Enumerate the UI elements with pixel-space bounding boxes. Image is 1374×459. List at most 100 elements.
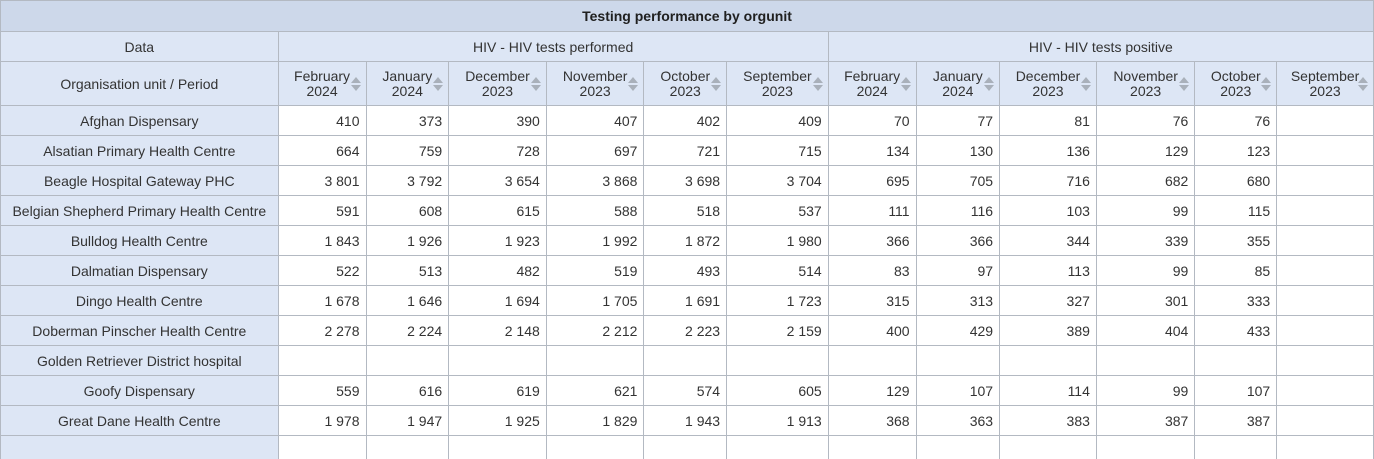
value-cell[interactable]: 608	[365, 195, 450, 226]
value-cell[interactable]: 2 159	[726, 315, 829, 346]
value-cell[interactable]: 1 926	[365, 225, 450, 256]
value-cell[interactable]: 721	[643, 135, 728, 166]
value-cell[interactable]: 70	[827, 105, 917, 136]
value-cell[interactable]	[915, 435, 1001, 459]
value-cell[interactable]: 1 678	[277, 285, 367, 316]
period-header[interactable]: January 2024	[915, 61, 1001, 106]
value-cell[interactable]	[915, 345, 1001, 376]
value-cell[interactable]: 3 868	[545, 165, 645, 196]
value-cell[interactable]: 1 705	[545, 285, 645, 316]
value-cell[interactable]: 402	[643, 105, 728, 136]
value-cell[interactable]: 2 278	[277, 315, 367, 346]
value-cell[interactable]: 327	[999, 285, 1097, 316]
value-cell[interactable]: 400	[827, 315, 917, 346]
value-cell[interactable]: 574	[643, 375, 728, 406]
value-cell[interactable]	[545, 345, 645, 376]
value-cell[interactable]: 1 947	[365, 405, 450, 436]
value-cell[interactable]	[277, 435, 367, 459]
value-cell[interactable]: 537	[726, 195, 829, 226]
sort-icon[interactable]	[628, 76, 639, 92]
period-header[interactable]: January 2024	[365, 61, 450, 106]
value-cell[interactable]: 107	[1194, 375, 1278, 406]
value-cell[interactable]: 85	[1194, 255, 1278, 286]
sort-icon[interactable]	[1080, 76, 1091, 92]
value-cell[interactable]	[1276, 225, 1374, 256]
period-header[interactable]: October 2023	[643, 61, 728, 106]
value-cell[interactable]: 333	[1194, 285, 1278, 316]
value-cell[interactable]	[1276, 255, 1374, 286]
value-cell[interactable]: 389	[999, 315, 1097, 346]
value-cell[interactable]: 493	[643, 255, 728, 286]
value-cell[interactable]: 97	[915, 255, 1001, 286]
value-cell[interactable]: 2 212	[545, 315, 645, 346]
value-cell[interactable]: 107	[915, 375, 1001, 406]
value-cell[interactable]: 3 801	[277, 165, 367, 196]
sort-icon[interactable]	[711, 76, 722, 92]
value-cell[interactable]: 114	[999, 375, 1097, 406]
period-header[interactable]: February 2024	[277, 61, 367, 106]
value-cell[interactable]	[1276, 315, 1374, 346]
period-header[interactable]: October 2023	[1194, 61, 1278, 106]
value-cell[interactable]: 1 646	[365, 285, 450, 316]
value-cell[interactable]: 1 694	[448, 285, 547, 316]
value-cell[interactable]	[827, 345, 917, 376]
value-cell[interactable]	[545, 435, 645, 459]
value-cell[interactable]: 605	[726, 375, 829, 406]
value-cell[interactable]: 113	[999, 255, 1097, 286]
value-cell[interactable]: 3 654	[448, 165, 547, 196]
value-cell[interactable]	[1194, 345, 1278, 376]
sort-icon[interactable]	[1179, 76, 1190, 92]
value-cell[interactable]: 513	[365, 255, 450, 286]
value-cell[interactable]	[726, 345, 829, 376]
value-cell[interactable]: 1 872	[643, 225, 728, 256]
value-cell[interactable]: 664	[277, 135, 367, 166]
value-cell[interactable]: 313	[915, 285, 1001, 316]
value-cell[interactable]	[277, 345, 367, 376]
period-header[interactable]: November 2023	[1095, 61, 1196, 106]
value-cell[interactable]: 715	[726, 135, 829, 166]
value-cell[interactable]: 315	[827, 285, 917, 316]
value-cell[interactable]	[1276, 405, 1374, 436]
value-cell[interactable]: 404	[1095, 315, 1196, 346]
value-cell[interactable]: 111	[827, 195, 917, 226]
value-cell[interactable]: 99	[1095, 255, 1196, 286]
value-cell[interactable]: 429	[915, 315, 1001, 346]
value-cell[interactable]: 616	[365, 375, 450, 406]
value-cell[interactable]: 1 913	[726, 405, 829, 436]
value-cell[interactable]: 1 925	[448, 405, 547, 436]
value-cell[interactable]: 3 698	[643, 165, 728, 196]
value-cell[interactable]: 363	[915, 405, 1001, 436]
value-cell[interactable]: 2 223	[643, 315, 728, 346]
value-cell[interactable]: 409	[726, 105, 829, 136]
value-cell[interactable]: 1 723	[726, 285, 829, 316]
value-cell[interactable]: 76	[1194, 105, 1278, 136]
sort-icon[interactable]	[530, 76, 541, 92]
value-cell[interactable]: 1 829	[545, 405, 645, 436]
value-cell[interactable]: 522	[277, 255, 367, 286]
value-cell[interactable]	[365, 435, 450, 459]
value-cell[interactable]: 390	[448, 105, 547, 136]
value-cell[interactable]: 716	[999, 165, 1097, 196]
value-cell[interactable]	[726, 435, 829, 459]
value-cell[interactable]: 619	[448, 375, 547, 406]
period-header[interactable]: December 2023	[448, 61, 547, 106]
value-cell[interactable]: 2 148	[448, 315, 547, 346]
value-cell[interactable]: 344	[999, 225, 1097, 256]
value-cell[interactable]: 1 923	[448, 225, 547, 256]
value-cell[interactable]: 387	[1194, 405, 1278, 436]
value-cell[interactable]: 136	[999, 135, 1097, 166]
value-cell[interactable]: 3 704	[726, 165, 829, 196]
value-cell[interactable]: 301	[1095, 285, 1196, 316]
value-cell[interactable]	[643, 345, 728, 376]
value-cell[interactable]: 1 843	[277, 225, 367, 256]
value-cell[interactable]	[1095, 345, 1196, 376]
value-cell[interactable]: 134	[827, 135, 917, 166]
value-cell[interactable]: 682	[1095, 165, 1196, 196]
value-cell[interactable]: 759	[365, 135, 450, 166]
value-cell[interactable]	[1276, 285, 1374, 316]
value-cell[interactable]: 1 992	[545, 225, 645, 256]
value-cell[interactable]: 1 978	[277, 405, 367, 436]
value-cell[interactable]: 588	[545, 195, 645, 226]
value-cell[interactable]	[1276, 195, 1374, 226]
value-cell[interactable]: 81	[999, 105, 1097, 136]
